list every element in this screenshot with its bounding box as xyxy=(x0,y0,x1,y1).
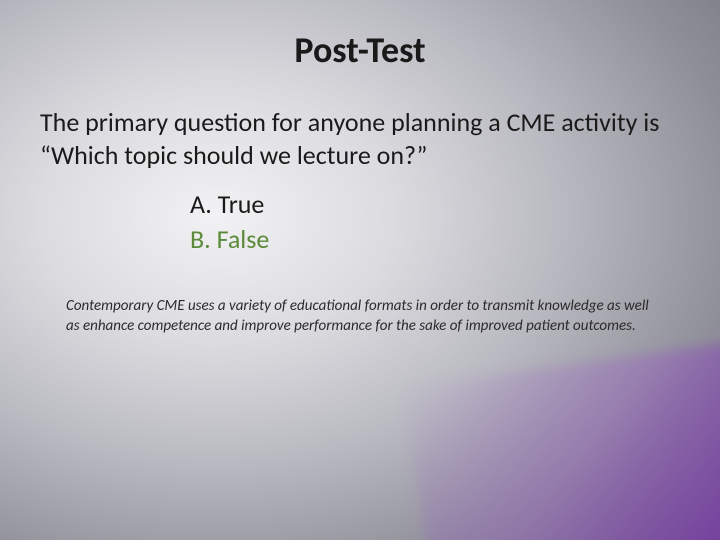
option-b: B. False xyxy=(190,222,680,257)
slide-title: Post-Test xyxy=(40,28,680,72)
explanation-text: Contemporary CME uses a variety of educa… xyxy=(40,297,680,336)
question-text: The primary question for anyone planning… xyxy=(40,106,680,171)
option-a: A. True xyxy=(190,187,680,222)
answer-options: A. True B. False xyxy=(190,187,680,257)
slide-content: Post-Test The primary question for anyon… xyxy=(0,0,720,540)
